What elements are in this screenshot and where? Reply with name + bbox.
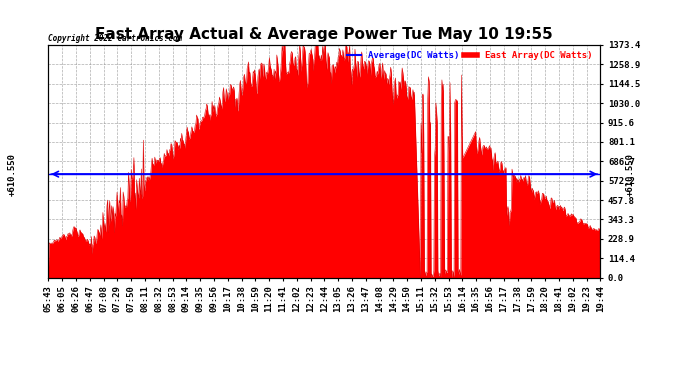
Text: +610.550: +610.550 xyxy=(8,153,17,196)
Title: East Array Actual & Average Power Tue May 10 19:55: East Array Actual & Average Power Tue Ma… xyxy=(95,27,553,42)
Legend: Average(DC Watts), East Array(DC Watts): Average(DC Watts), East Array(DC Watts) xyxy=(344,47,595,63)
Text: Copyright 2022 Cartronics.com: Copyright 2022 Cartronics.com xyxy=(48,34,182,43)
Text: +610.550: +610.550 xyxy=(626,153,635,196)
